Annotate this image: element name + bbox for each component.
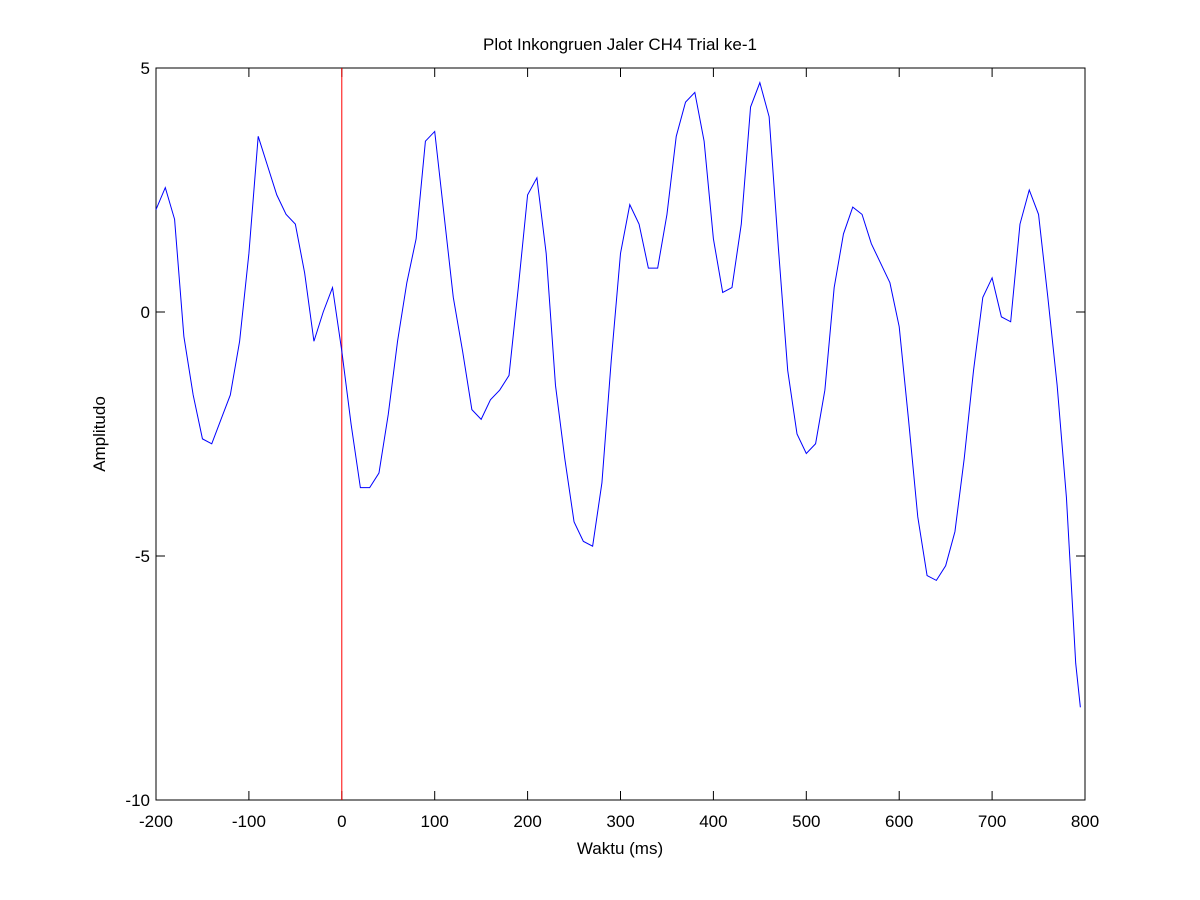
x-tick-label: -200	[139, 812, 173, 831]
x-tick-label: 200	[513, 812, 541, 831]
y-tick-label: 0	[141, 303, 150, 322]
x-tick-label: 300	[606, 812, 634, 831]
x-axis-label: Waktu (ms)	[577, 839, 663, 858]
x-tick-label: 0	[337, 812, 346, 831]
y-tick-label: -10	[125, 791, 150, 810]
y-axis-label: Amplitudo	[90, 396, 109, 472]
data-line	[155, 81, 1081, 708]
y-tick-label: 5	[141, 59, 150, 78]
x-tick-label: 600	[885, 812, 913, 831]
x-tick-label: 500	[792, 812, 820, 831]
x-tick-label: -100	[232, 812, 266, 831]
x-tick-label: 700	[978, 812, 1006, 831]
chart-title: Plot Inkongruen Jaler CH4 Trial ke-1	[483, 35, 757, 54]
x-tick-label: 800	[1071, 812, 1099, 831]
y-tick-label: -5	[135, 547, 150, 566]
x-tick-label: 100	[421, 812, 449, 831]
x-tick-label: 400	[699, 812, 727, 831]
